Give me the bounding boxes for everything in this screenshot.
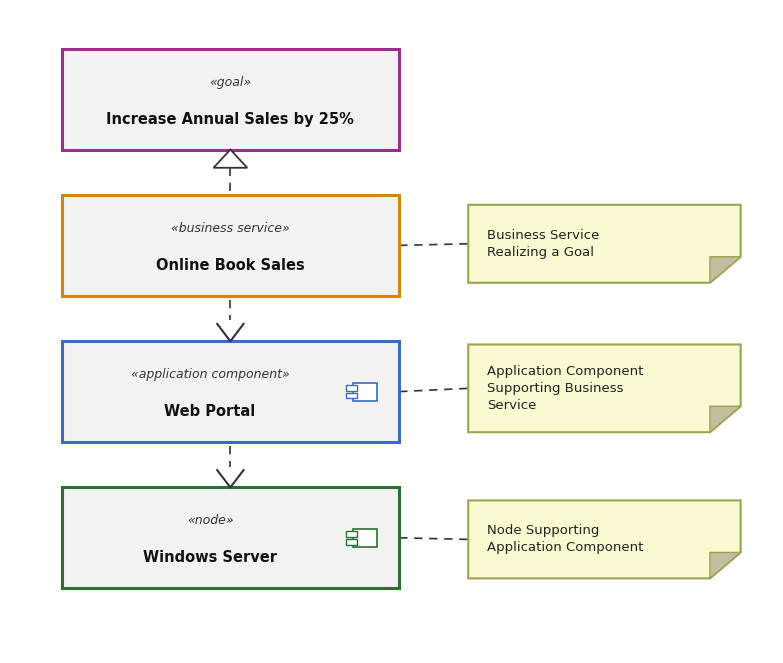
FancyBboxPatch shape [62,49,399,150]
Polygon shape [710,406,741,432]
Bar [346,392,357,398]
Polygon shape [710,552,741,578]
Bar [346,539,357,544]
Text: Windows Server: Windows Server [143,550,277,566]
Polygon shape [710,257,741,283]
Text: «business service»: «business service» [171,222,290,235]
Text: «node»: «node» [187,514,233,527]
Polygon shape [468,501,741,578]
Text: Web Portal: Web Portal [164,404,256,419]
Bar [346,385,357,391]
FancyBboxPatch shape [62,195,399,296]
Text: «application component»: «application component» [131,368,290,381]
FancyBboxPatch shape [62,487,399,588]
Text: Online Book Sales: Online Book Sales [156,258,305,273]
Text: Application Component
Supporting Business
Service: Application Component Supporting Busines… [487,365,644,412]
Polygon shape [468,345,741,432]
Bar [352,528,377,547]
Polygon shape [468,205,741,283]
Polygon shape [214,150,247,168]
Text: Increase Annual Sales by 25%: Increase Annual Sales by 25% [106,112,354,127]
FancyBboxPatch shape [62,341,399,442]
Text: Business Service
Realizing a Goal: Business Service Realizing a Goal [487,229,600,259]
Text: «goal»: «goal» [209,76,251,89]
Bar [346,531,357,537]
Text: Node Supporting
Application Component: Node Supporting Application Component [487,524,644,554]
Bar [352,383,377,400]
